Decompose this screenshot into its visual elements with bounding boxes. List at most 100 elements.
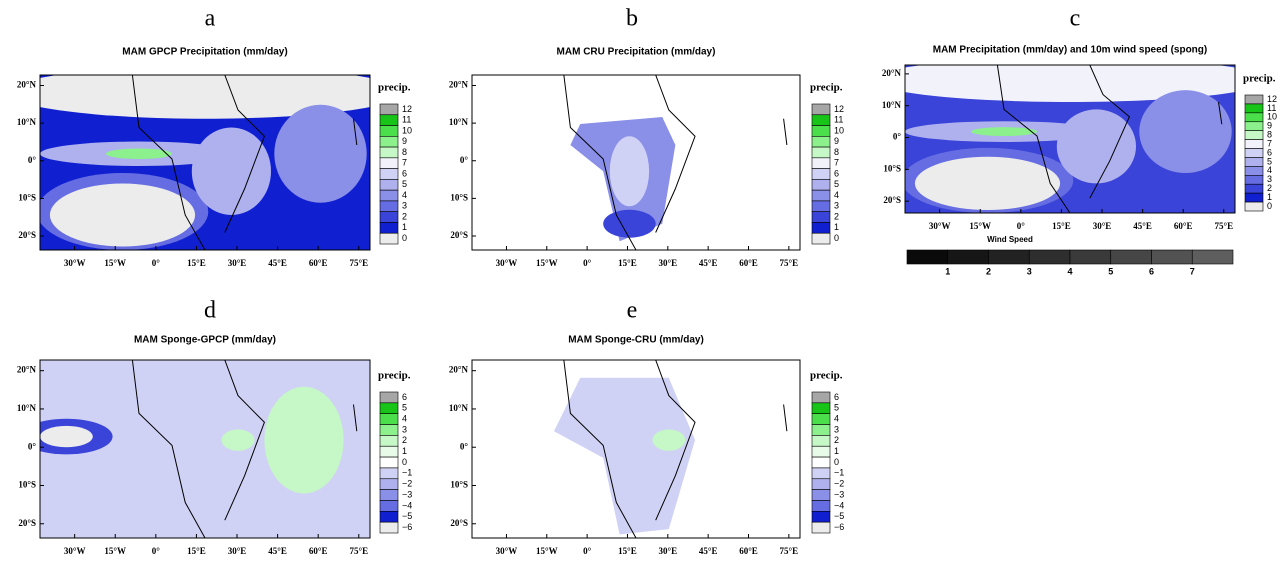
wind-bar-box [947,249,989,265]
colorbar-box [811,114,831,126]
coastline [131,360,358,538]
x-tick-label: 0° [152,546,161,556]
colorbar-box [379,125,399,137]
x-tick-label: 15°E [1052,221,1071,231]
colorbar-label: −6 [402,522,412,532]
colorbar-label: −6 [834,522,844,532]
colorbar-label: 8 [402,147,407,157]
colorbar-label: 3 [1267,174,1272,184]
colorbar-box [379,157,399,169]
x-tick-label: 15°W [104,258,126,268]
colorbar-label: 8 [834,147,839,157]
x-tick-label: 15°W [104,546,126,556]
y-tick-label: 10°S [18,192,36,202]
colorbar-label: 10 [1267,112,1277,122]
y-tick-label: 20°N [449,365,469,375]
x-tick-label: 75°E [349,546,368,556]
panel-title: MAM CRU Precipitation (mm/day) [557,47,716,58]
wind-bar-label: 6 [1149,266,1154,276]
colorbar-box [811,125,831,137]
colorbar-label: 0 [834,233,839,243]
panel-title: MAM Sponge-CRU (mm/day) [568,335,704,346]
colorbar-label: 6 [1267,147,1272,157]
panel-letter: e [627,298,638,324]
coastline [563,75,788,250]
colorbar-box [379,402,399,414]
wind-bar-box [988,249,1030,265]
panel-letter: b [626,6,638,32]
panel-title: MAM GPCP Precipitation (mm/day) [122,47,287,58]
x-tick-label: 75°E [780,258,799,268]
x-tick-label: 30°W [64,258,86,268]
colorbar-box [811,511,831,523]
y-tick-label: 20°S [883,195,901,205]
colorbar-title: precip. [378,82,411,94]
colorbar-label: 7 [834,158,839,168]
colorbar-label: 3 [402,201,407,211]
x-tick-label: 30°E [1093,221,1112,231]
x-tick-label: 75°E [349,258,368,268]
colorbar-box [811,211,831,223]
colorbar-box [1244,192,1264,203]
x-tick-label: 60°E [309,546,328,556]
colorbar-label: 0 [402,233,407,243]
shade [1056,109,1136,184]
colorbar-label: −2 [834,479,844,489]
x-tick-label: 0° [152,258,161,268]
coastline [563,360,788,538]
map [40,75,370,250]
wind-bar-label: 3 [1027,266,1032,276]
colorbar-box [811,413,831,425]
shade [971,127,1037,137]
colorbar-box [379,114,399,126]
wind-bar-label: 2 [986,266,991,276]
wind-bar-label: 5 [1108,266,1113,276]
x-tick-label: 60°E [1174,221,1193,231]
colorbar-box [811,424,831,436]
shade [40,425,93,448]
colorbar-box [1244,103,1264,114]
y-tick-label: 10°S [18,480,36,490]
colorbar-label: 6 [834,168,839,178]
y-tick-label: 10°N [17,117,37,127]
colorbar-label: 2 [834,211,839,221]
colorbar-label: 5 [402,179,407,189]
y-tick-label: 20°N [449,80,469,90]
y-tick-label: 0° [28,155,37,165]
colorbar-label: 2 [402,211,407,221]
colorbar-label: 12 [1267,94,1277,104]
colorbar-label: 0 [1267,201,1272,211]
colorbar-box [379,211,399,223]
y-tick-label: 20°S [18,518,36,528]
panel-letter: d [204,298,216,324]
x-tick-label: 75°E [780,546,799,556]
colorbar-box [811,521,831,534]
land-shade [122,377,265,535]
colorbar-label: 2 [1267,183,1272,193]
colorbar-label: −1 [402,468,412,478]
map [905,65,1235,213]
y-tick-label: 10°S [883,163,901,173]
x-tick-label: 0° [583,546,592,556]
x-tick-label: 60°E [739,258,758,268]
y-tick-label: 20°N [882,68,902,78]
y-tick-label: 10°S [450,480,468,490]
colorbar-box [811,435,831,447]
colorbar-box [379,391,399,404]
colorbar-box [379,521,399,534]
colorbar-label: 1 [402,222,407,232]
x-tick-label: 15°E [187,258,206,268]
y-tick-label: 20°S [18,230,36,240]
colorbar-box [379,222,399,234]
x-tick-label: 45°E [699,546,718,556]
colorbar-label: 9 [402,136,407,146]
colorbar-label: 1 [1267,192,1272,202]
colorbar-box [811,200,831,212]
colorbar-label: 2 [402,435,407,445]
map [472,75,800,250]
colorbar-label: 1 [402,446,407,456]
colorbar-box [379,103,399,116]
panel-title: MAM Precipitation (mm/day) and 10m wind … [933,45,1207,56]
colorbar-box [1244,201,1264,212]
colorbar-label: 0 [834,457,839,467]
